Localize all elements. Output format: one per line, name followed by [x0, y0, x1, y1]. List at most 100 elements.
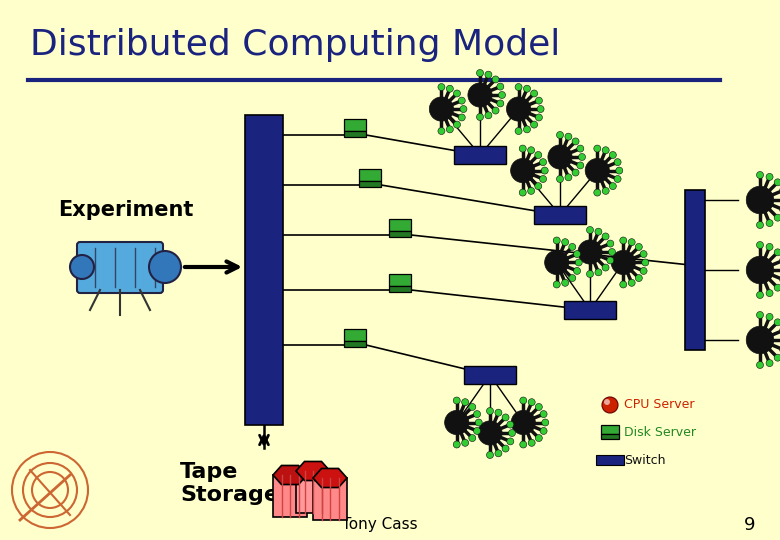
Circle shape — [573, 267, 580, 274]
Circle shape — [438, 84, 445, 91]
Bar — [601, 434, 619, 438]
Circle shape — [775, 214, 780, 221]
Circle shape — [492, 107, 499, 114]
Circle shape — [495, 409, 502, 416]
Bar — [389, 231, 411, 237]
Circle shape — [556, 132, 563, 138]
Circle shape — [497, 100, 504, 107]
Polygon shape — [313, 469, 347, 488]
Circle shape — [519, 397, 526, 404]
FancyBboxPatch shape — [77, 242, 163, 293]
Text: Switch: Switch — [624, 454, 665, 467]
Bar — [344, 119, 366, 131]
Circle shape — [468, 83, 492, 107]
Circle shape — [446, 85, 453, 92]
Circle shape — [540, 176, 547, 183]
Bar — [389, 219, 411, 231]
Circle shape — [607, 240, 614, 247]
Circle shape — [608, 248, 615, 255]
Text: Tape: Tape — [180, 462, 239, 482]
Circle shape — [523, 126, 530, 133]
Circle shape — [766, 289, 773, 296]
Circle shape — [460, 105, 467, 112]
Circle shape — [569, 244, 576, 251]
Circle shape — [775, 249, 780, 256]
Circle shape — [475, 419, 482, 426]
Circle shape — [535, 183, 542, 190]
Circle shape — [746, 186, 774, 214]
Circle shape — [775, 354, 780, 361]
Circle shape — [535, 152, 542, 159]
Bar — [313, 478, 347, 520]
Circle shape — [487, 408, 494, 415]
Circle shape — [766, 173, 773, 180]
Circle shape — [766, 244, 773, 251]
Circle shape — [746, 326, 774, 354]
Bar — [464, 366, 516, 384]
Circle shape — [757, 312, 764, 319]
Circle shape — [615, 167, 622, 174]
Circle shape — [473, 410, 480, 417]
Circle shape — [572, 138, 579, 145]
Circle shape — [642, 259, 649, 266]
Circle shape — [477, 113, 484, 120]
Bar — [296, 471, 330, 513]
Circle shape — [569, 274, 576, 281]
Circle shape — [462, 399, 469, 406]
Circle shape — [473, 428, 480, 434]
Circle shape — [775, 179, 780, 186]
Circle shape — [562, 239, 569, 246]
Circle shape — [553, 281, 560, 288]
Circle shape — [573, 251, 580, 258]
Bar — [389, 286, 411, 292]
Circle shape — [766, 313, 773, 320]
Circle shape — [542, 419, 549, 426]
Circle shape — [462, 440, 469, 447]
Polygon shape — [273, 465, 307, 484]
Circle shape — [528, 440, 535, 447]
Circle shape — [620, 237, 627, 244]
Text: Distributed Computing Model: Distributed Computing Model — [30, 28, 560, 62]
Circle shape — [469, 435, 476, 442]
Polygon shape — [296, 462, 330, 481]
Circle shape — [575, 259, 582, 266]
Circle shape — [628, 239, 635, 246]
Circle shape — [509, 429, 516, 436]
Circle shape — [602, 187, 609, 194]
Circle shape — [602, 147, 609, 154]
Circle shape — [507, 438, 514, 445]
Circle shape — [511, 410, 535, 435]
Circle shape — [614, 176, 621, 183]
Circle shape — [602, 397, 618, 413]
Circle shape — [515, 84, 522, 91]
Circle shape — [477, 70, 484, 77]
Circle shape — [594, 189, 601, 196]
Bar — [596, 455, 624, 465]
Circle shape — [565, 133, 572, 140]
Circle shape — [640, 251, 647, 258]
Circle shape — [453, 397, 460, 404]
Circle shape — [506, 97, 530, 121]
Circle shape — [497, 83, 504, 90]
Circle shape — [577, 145, 583, 152]
Circle shape — [640, 267, 647, 274]
Circle shape — [530, 121, 537, 128]
Text: Tony Cass: Tony Cass — [342, 517, 418, 532]
Circle shape — [595, 228, 602, 235]
Circle shape — [746, 256, 774, 284]
Circle shape — [565, 174, 572, 181]
Circle shape — [775, 284, 780, 291]
Circle shape — [527, 187, 534, 194]
Bar — [601, 424, 619, 434]
Text: CPU Server: CPU Server — [624, 399, 694, 411]
Circle shape — [523, 85, 530, 92]
Circle shape — [535, 403, 542, 410]
Circle shape — [485, 71, 492, 78]
Circle shape — [602, 264, 609, 271]
Circle shape — [544, 251, 569, 274]
Circle shape — [572, 169, 579, 176]
Circle shape — [578, 240, 602, 264]
Circle shape — [502, 445, 509, 452]
Bar — [564, 301, 616, 319]
Circle shape — [537, 105, 544, 112]
